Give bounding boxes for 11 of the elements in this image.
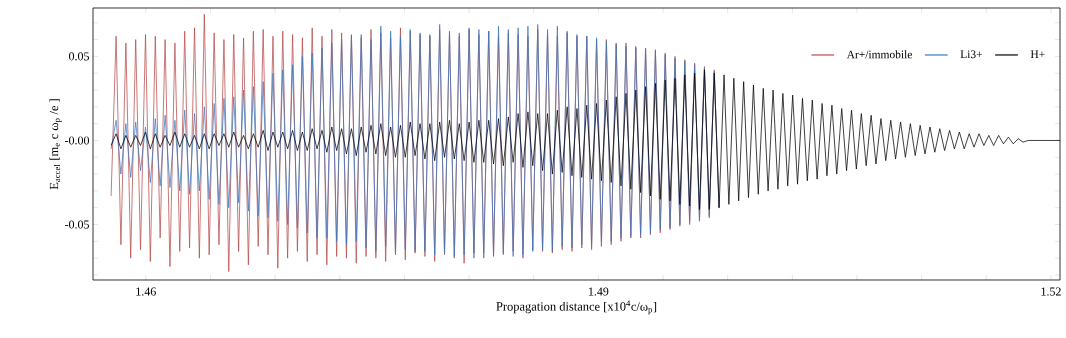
y-axis-title: E$_{accel}$ [m$_{e}$ c ω$_{p}$ /e ] (49, 99, 62, 190)
y-tick-label: -0.00 (65, 136, 90, 145)
y-tick-label: 0.05 (69, 52, 90, 61)
y-tick-label: -0.05 (65, 220, 90, 229)
x-tick-label: 1.46 (136, 287, 156, 296)
legend-label: Li3+ (960, 50, 983, 59)
x-tick-label: 1.52 (1041, 287, 1061, 296)
x-tick-label: 1.49 (588, 287, 609, 296)
legend-label: Ar+/immobile (846, 50, 912, 59)
x-axis-title: Propagation distance [x10$^{4}$c/ω$_{p}$] (496, 300, 657, 315)
legend-label: H+ (1030, 50, 1045, 58)
